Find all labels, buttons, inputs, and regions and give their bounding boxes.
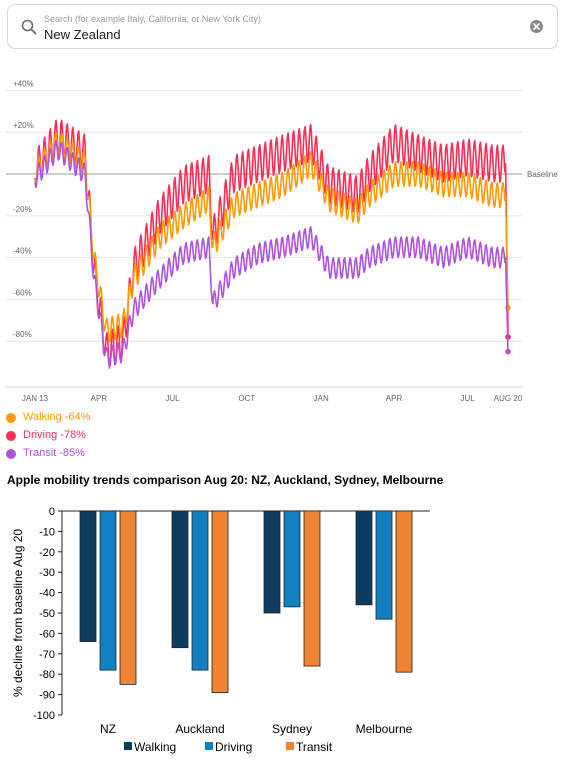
x-tick-label: JUL	[165, 394, 180, 403]
search-box[interactable]: Search (for example Italy, California, o…	[7, 4, 558, 49]
bar-driving-nz	[99, 510, 117, 671]
y-tick-label: -10	[39, 526, 55, 538]
bar-walking-nz	[79, 510, 97, 642]
x-tick-label: AUG 20	[494, 394, 523, 403]
legend-item-driving[interactable]: Driving -78%	[6, 429, 206, 447]
y-tick-label: -60%	[13, 288, 32, 297]
driving-legend-label: Driving	[215, 740, 252, 754]
driving-legend-swatch	[205, 742, 213, 750]
y-tick-label: -80	[39, 669, 55, 681]
y-tick-label: -50	[39, 608, 55, 620]
y-tick-label: -30	[39, 567, 55, 579]
transit-legend-swatch	[286, 742, 294, 750]
search-icon[interactable]	[20, 18, 38, 36]
x-tick-label: JUL	[460, 394, 475, 403]
mobility-bar-chart: 0 -10 -20 -30 -40 -50 -60 -70 -80 -90 -100 % declin…	[11, 506, 430, 754]
y-tick-label: -90	[39, 690, 55, 702]
transit-label: Transit -85%	[23, 447, 85, 459]
y-tick-label: -40	[39, 588, 55, 600]
driving-label: Driving -78%	[23, 429, 86, 441]
bar-driving-auckland	[191, 510, 209, 671]
bar-walking-auckland	[171, 510, 189, 649]
x-tick-label: APR	[91, 394, 108, 403]
bar-driving-sydney	[283, 510, 301, 608]
search-placeholder: Search (for example Italy, California, o…	[44, 14, 261, 24]
transit-series-line	[34, 140, 509, 368]
legend-item-transit[interactable]: Transit -85%	[6, 447, 206, 465]
bar-walking-melbourne	[355, 510, 373, 606]
y-tick-label: +20%	[13, 121, 34, 130]
driving-dot	[6, 431, 16, 441]
y-tick-label: -80%	[13, 330, 32, 339]
bar-transit-sydney	[303, 510, 321, 667]
transit-dot	[6, 449, 16, 459]
y-axis-label: % decline from baseline Aug 20	[11, 529, 25, 697]
bar-transit-melbourne	[395, 510, 413, 673]
walking-legend-label: Walking	[134, 740, 176, 754]
baseline-label: Baseline	[527, 170, 558, 179]
bar-chart-title: Apple mobility trends comparison Aug 20:…	[7, 473, 444, 487]
x-category-label: Auckland	[175, 722, 224, 736]
y-tick-label: 0	[49, 506, 55, 518]
y-tick-label: +40%	[13, 80, 34, 88]
y-tick-label: -70	[39, 649, 55, 661]
mobility-line-chart: +40% +20% -20% -40% -60% -80% Baseline JAN 13 AP…	[6, 80, 558, 403]
transit-legend-label: Transit	[296, 740, 333, 754]
x-tick-label: OCT	[238, 394, 255, 403]
x-category-label: NZ	[100, 722, 116, 736]
walking-legend-swatch	[124, 742, 132, 750]
walking-dot	[6, 413, 16, 423]
search-input[interactable]: New Zealand	[44, 27, 121, 42]
y-tick-label: -20	[39, 547, 55, 559]
legend-item-walking[interactable]: Walking -64%	[6, 411, 206, 429]
x-category-label: Sydney	[272, 722, 312, 736]
driving-series-line	[34, 119, 509, 369]
y-tick-label: -20%	[13, 205, 32, 214]
bar-transit-auckland	[211, 510, 229, 693]
line-chart-legend: Walking -64% Driving -78% Transit -85%	[6, 411, 206, 465]
walking-label: Walking -64%	[23, 411, 91, 423]
bar-transit-nz	[119, 510, 137, 685]
bar-walking-sydney	[263, 510, 281, 614]
transit-end-point	[505, 348, 511, 355]
x-tick-label: JAN	[314, 394, 329, 403]
x-category-label: Melbourne	[356, 722, 413, 736]
y-tick-label: -40%	[13, 247, 32, 256]
x-tick-label: APR	[386, 394, 403, 403]
x-tick-label: JAN 13	[22, 394, 49, 403]
y-tick-label: -100	[33, 710, 55, 722]
close-icon[interactable]	[530, 20, 543, 33]
y-tick-label: -60	[39, 628, 55, 640]
bar-driving-melbourne	[375, 510, 393, 620]
walking-series-line	[34, 131, 509, 343]
